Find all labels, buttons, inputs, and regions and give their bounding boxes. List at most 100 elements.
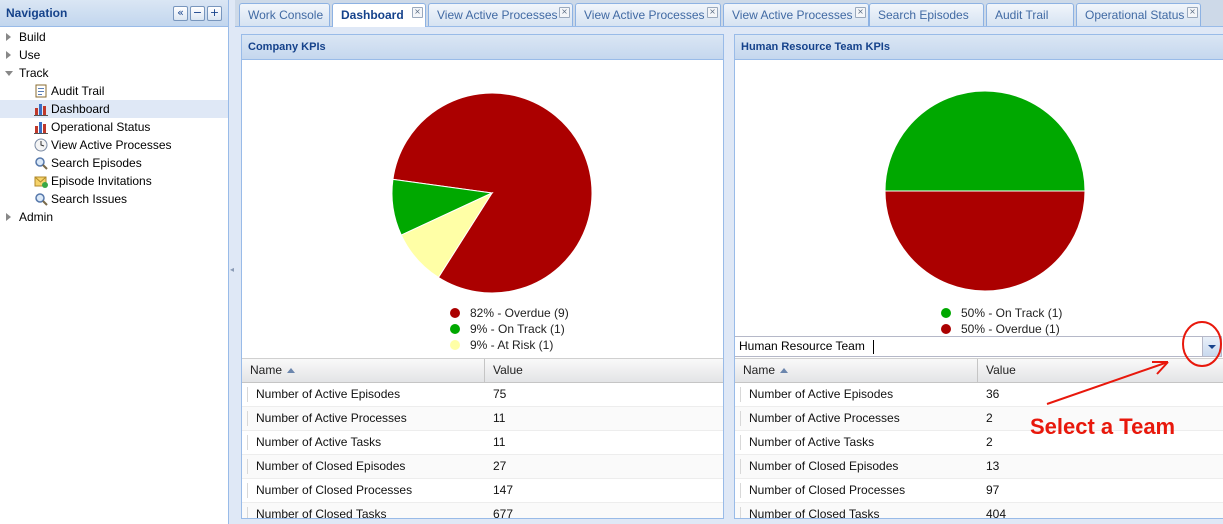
- tree-item-use[interactable]: Use: [0, 46, 228, 64]
- table-row[interactable]: Number of Active Processes 11: [242, 407, 723, 431]
- bar-chart-icon: [34, 102, 48, 116]
- cell-value: 11: [493, 411, 506, 425]
- pie-slice[interactable]: [400, 191, 494, 279]
- table-row[interactable]: Number of Active Processes 2: [735, 407, 1223, 431]
- tab-label: View Active Processes: [732, 8, 853, 22]
- sort-ascending-icon: [780, 368, 789, 374]
- cell-name: Number of Active Episodes: [256, 387, 401, 401]
- hr-team-kpis-panel: Human Resource Team KPIs 50% - On Track …: [734, 34, 1223, 519]
- legend-label: 9% - At Risk (1): [470, 338, 554, 352]
- table-row[interactable]: Number of Active Episodes 36: [735, 383, 1223, 407]
- navigation-panel: Navigation « − + Build Use Track Audit Trai…: [0, 0, 229, 524]
- team-select-combobox[interactable]: Human Resource Team: [735, 336, 1222, 357]
- table-row[interactable]: Number of Active Tasks 2: [735, 431, 1223, 455]
- tree-collapsed-arrow-icon[interactable]: [6, 51, 11, 59]
- cell-name: Number of Active Processes: [256, 411, 407, 425]
- company-kpi-legend: 82% - Overdue (9) 9% - On Track (1) 9% - A…: [450, 305, 569, 353]
- grid-body: Number of Active Episodes 75 Number of Act…: [242, 383, 723, 519]
- text-caret: [873, 340, 874, 354]
- expand-all-button[interactable]: +: [207, 5, 222, 21]
- tab-work-console[interactable]: Work Console: [239, 3, 330, 26]
- bar-chart-icon: [34, 120, 48, 134]
- legend-item: 82% - Overdue (9): [450, 305, 569, 321]
- pie-slice[interactable]: [884, 190, 1086, 292]
- row-marker: [740, 435, 741, 450]
- hr-kpi-legend: 50% - On Track (1) 50% - Overdue (1): [941, 305, 1062, 337]
- tab-operational-status[interactable]: Operational Status ×: [1076, 3, 1201, 26]
- clock-icon: [34, 138, 48, 152]
- legend-swatch: [941, 324, 951, 334]
- tree-expanded-arrow-icon[interactable]: [5, 71, 13, 76]
- tree-item-admin[interactable]: Admin: [0, 208, 228, 226]
- table-row[interactable]: Number of Closed Tasks 677: [242, 503, 723, 519]
- tab-audit-trail[interactable]: Audit Trail: [986, 3, 1074, 26]
- tree-item-label: Build: [19, 30, 46, 44]
- tree-item-label: Audit Trail: [51, 84, 105, 98]
- collapse-panel-button[interactable]: «: [173, 5, 188, 21]
- cell-value: 27: [493, 459, 507, 473]
- tree-item-operational-status[interactable]: Operational Status: [0, 118, 228, 136]
- tree-item-episode-invitations[interactable]: Episode Invitations: [0, 172, 228, 190]
- legend-item: 9% - At Risk (1): [450, 337, 569, 353]
- grid-header: Name Value: [735, 359, 1223, 383]
- tab-view-active-processes[interactable]: View Active Processes ×: [723, 3, 869, 26]
- panel-splitter[interactable]: ◂: [229, 0, 235, 524]
- magnifier-icon: [34, 192, 48, 206]
- collapse-all-button[interactable]: −: [190, 5, 205, 21]
- name-column-header[interactable]: Name: [242, 359, 485, 382]
- table-row[interactable]: Number of Active Episodes 75: [242, 383, 723, 407]
- tab-view-active-processes[interactable]: View Active Processes ×: [575, 3, 721, 26]
- legend-swatch: [941, 308, 951, 318]
- tree-item-search-episodes[interactable]: Search Episodes: [0, 154, 228, 172]
- tab-close-icon[interactable]: ×: [559, 7, 570, 18]
- row-marker: [247, 483, 248, 498]
- tree-collapsed-arrow-icon[interactable]: [6, 213, 11, 221]
- tree-item-audit-trail[interactable]: Audit Trail: [0, 82, 228, 100]
- tree-collapsed-arrow-icon[interactable]: [6, 33, 11, 41]
- legend-swatch: [450, 340, 460, 350]
- table-row[interactable]: Number of Closed Episodes 27: [242, 455, 723, 479]
- table-row[interactable]: Number of Closed Processes 97: [735, 479, 1223, 503]
- cell-value: 677: [493, 507, 514, 519]
- tree-item-dashboard[interactable]: Dashboard: [0, 100, 228, 118]
- table-row[interactable]: Number of Closed Episodes 13: [735, 455, 1223, 479]
- pie-slice[interactable]: [884, 90, 1086, 192]
- tree-item-view-active-processes[interactable]: View Active Processes: [0, 136, 228, 154]
- tree-item-label: Search Issues: [51, 192, 128, 206]
- tab-view-active-processes[interactable]: View Active Processes ×: [428, 3, 573, 26]
- tab-label: Search Episodes: [878, 8, 969, 22]
- row-marker: [740, 459, 741, 474]
- sort-ascending-icon: [287, 368, 296, 374]
- row-marker: [247, 387, 248, 402]
- tab-label: View Active Processes: [584, 8, 705, 22]
- tab-close-icon[interactable]: ×: [412, 7, 423, 18]
- team-select-dropdown-button[interactable]: [1202, 337, 1221, 356]
- legend-item: 50% - Overdue (1): [941, 321, 1062, 337]
- tree-item-label: View Active Processes: [51, 138, 172, 152]
- value-column-header[interactable]: Value: [493, 363, 523, 377]
- tab-close-icon[interactable]: ×: [1187, 7, 1198, 18]
- table-row[interactable]: Number of Active Tasks 11: [242, 431, 723, 455]
- row-marker: [740, 387, 741, 402]
- cell-value: 2: [986, 411, 993, 425]
- tree-item-search-issues[interactable]: Search Issues: [0, 190, 228, 208]
- table-row[interactable]: Number of Closed Processes 147: [242, 479, 723, 503]
- tree-item-label: Use: [19, 48, 41, 62]
- tree-item-build[interactable]: Build: [0, 28, 228, 46]
- tab-close-icon[interactable]: ×: [707, 7, 718, 18]
- company-kpi-pie-chart: [391, 92, 593, 294]
- tree-item-track[interactable]: Track: [0, 64, 228, 82]
- team-select-value[interactable]: Human Resource Team: [739, 339, 865, 353]
- splitter-handle-icon[interactable]: ◂: [230, 265, 235, 274]
- value-column-header[interactable]: Value: [986, 363, 1016, 377]
- tab-label: Audit Trail: [995, 8, 1049, 22]
- cell-name: Number of Closed Processes: [256, 483, 413, 497]
- company-kpis-panel: Company KPIs 82% - Overdue (9) 9% - On Tr…: [241, 34, 724, 519]
- name-column-header[interactable]: Name: [735, 359, 978, 382]
- tab-close-icon[interactable]: ×: [855, 7, 866, 18]
- cell-name: Number of Active Episodes: [749, 387, 894, 401]
- legend-label: 50% - On Track (1): [961, 306, 1063, 320]
- tab-dashboard[interactable]: Dashboard ×: [332, 3, 426, 27]
- tab-search-episodes[interactable]: Search Episodes: [869, 3, 984, 26]
- table-row[interactable]: Number of Closed Tasks 404: [735, 503, 1223, 518]
